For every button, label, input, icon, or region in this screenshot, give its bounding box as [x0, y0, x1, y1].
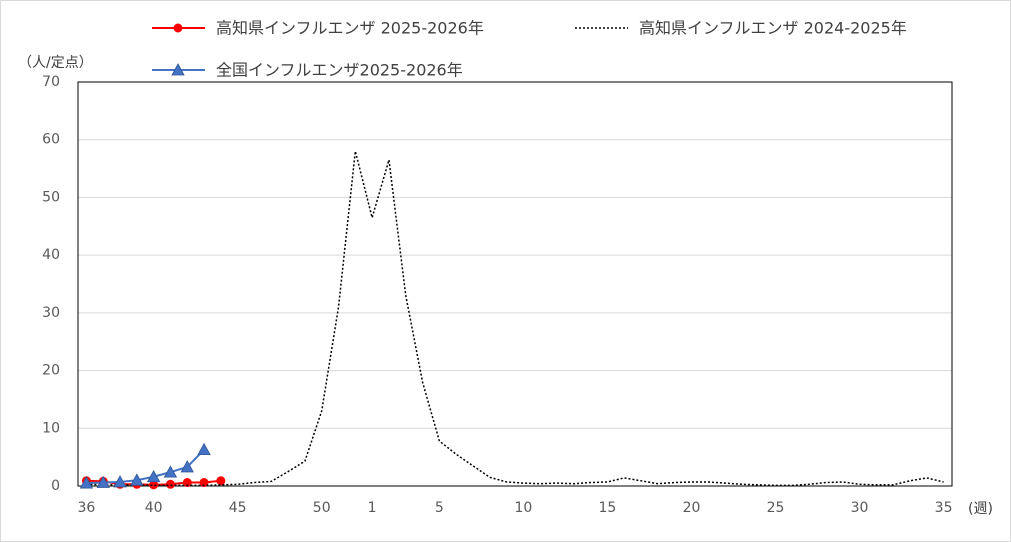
marker: [171, 63, 185, 76]
marker: [165, 479, 175, 489]
y-tick-label: 50: [42, 189, 60, 205]
y-tick-label: 20: [42, 363, 60, 379]
y-tick-label: 40: [42, 247, 60, 263]
marker: [130, 473, 144, 486]
x-tick-label: 30: [851, 500, 869, 516]
marker: [199, 478, 209, 488]
x-unit-label: (週): [968, 501, 993, 517]
legend-label: 全国インフルエンザ2025-2026年: [216, 61, 463, 80]
x-tick-label: 25: [767, 500, 785, 516]
marker: [182, 478, 192, 488]
x-tick-label: 35: [935, 500, 953, 516]
x-tick-label: 15: [599, 500, 617, 516]
y-tick-label: 70: [42, 74, 60, 90]
y-unit-label: （人/定点）: [18, 55, 93, 71]
legend-label: 高知県インフルエンザ 2025-2026年: [216, 19, 484, 38]
plot-area: [78, 82, 952, 486]
y-tick-label: 0: [51, 478, 60, 494]
series-line: [86, 151, 944, 487]
marker: [113, 475, 127, 488]
x-tick-label: 40: [145, 500, 163, 516]
marker: [163, 465, 178, 478]
y-tick-label: 30: [42, 305, 60, 321]
y-tick-label: 60: [42, 132, 60, 148]
marker: [79, 476, 94, 489]
marker: [216, 476, 226, 486]
plot-frame: [77, 81, 953, 487]
x-tick-label: 50: [313, 500, 331, 516]
x-tick-label: 10: [514, 500, 532, 516]
marker: [173, 23, 183, 33]
marker: [180, 460, 194, 473]
x-tick-label: 1: [368, 500, 377, 516]
legend-label: 高知県インフルエンザ 2024-2025年: [639, 19, 907, 38]
x-tick-label: 45: [229, 500, 247, 516]
marker: [149, 480, 159, 490]
marker: [146, 469, 161, 483]
x-tick-label: 36: [77, 500, 95, 516]
y-tick-label: 10: [42, 420, 60, 436]
x-tick-label: 20: [683, 500, 701, 516]
marker: [197, 442, 211, 456]
x-tick-label: 5: [435, 500, 444, 516]
marker: [96, 475, 110, 488]
